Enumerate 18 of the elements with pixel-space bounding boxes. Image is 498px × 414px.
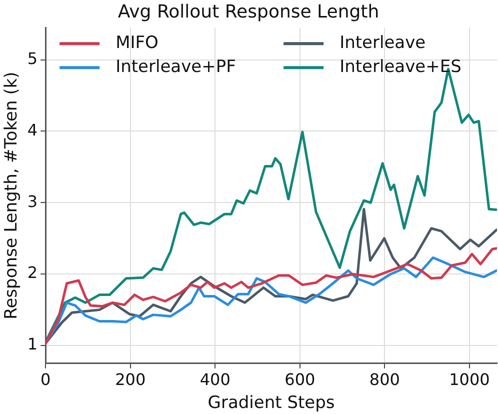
x-tick-label: 1000 xyxy=(449,370,490,390)
y-axis-title: Response Length, #Token (k) xyxy=(2,72,22,320)
x-tick-label: 200 xyxy=(115,370,146,390)
x-tick-label: 800 xyxy=(369,370,400,390)
x-tick-label: 600 xyxy=(284,370,316,390)
legend-label: MIFO xyxy=(116,33,158,54)
legend-label: Interleave xyxy=(340,33,426,54)
legend-label: Interleave+PF xyxy=(116,57,236,78)
y-tick-label: 2 xyxy=(27,263,38,282)
legend-label: Interleave+ES xyxy=(340,57,462,78)
x-tick-label: 0 xyxy=(40,370,51,390)
y-tick-label: 3 xyxy=(27,192,38,211)
y-tick-label: 1 xyxy=(27,334,38,354)
chart-title: Avg Rollout Response Length xyxy=(118,1,380,22)
x-axis-title: Gradient Steps xyxy=(208,393,335,414)
y-tick-label: 5 xyxy=(27,48,38,68)
y-tick-label: 4 xyxy=(27,120,38,140)
x-tick-label: 400 xyxy=(200,370,230,390)
